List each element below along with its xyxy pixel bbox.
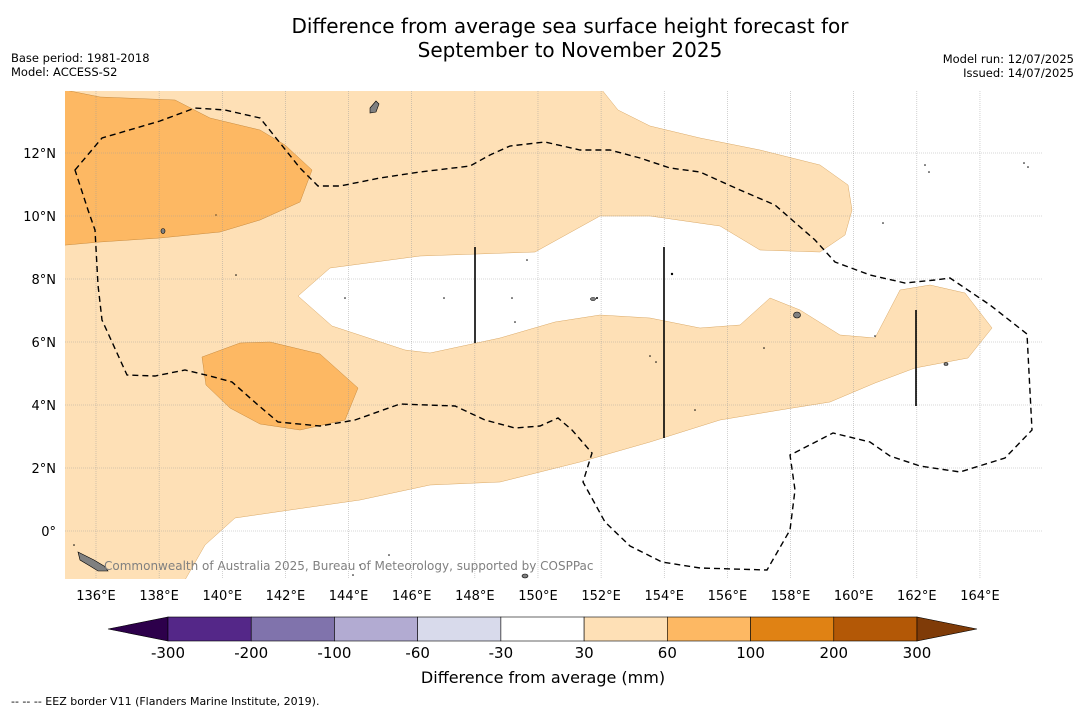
latitude-tick-label: 4°N — [32, 399, 57, 414]
longitude-tick-label: 144°E — [329, 589, 369, 604]
latitude-tick-label: 8°N — [32, 273, 57, 288]
map-title: Difference from average sea surface heig… — [220, 14, 920, 62]
colorbar-tick: -30 — [489, 644, 514, 662]
longitude-tick-label: 156°E — [708, 589, 748, 604]
contour-60-100mm-northwest — [65, 91, 313, 246]
island-guam — [369, 100, 380, 114]
issued-text: Issued: 14/07/2025 — [963, 66, 1074, 80]
contour-30-60mm — [65, 91, 993, 579]
colorbar-tick: 60 — [658, 644, 677, 662]
latitude-tick-label: 0° — [41, 525, 56, 540]
latitude-tick-label: 12°N — [23, 147, 56, 162]
longitude-tick-label: 142°E — [266, 589, 306, 604]
island-new-ireland — [521, 573, 529, 579]
longitude-tick-label: 136°E — [76, 589, 116, 604]
colorbar-segment — [750, 616, 835, 642]
colorbar-label: Difference from average (mm) — [420, 668, 666, 687]
longitude-tick-label: 164°E — [960, 589, 1000, 604]
longitude-tick-label: 152°E — [581, 589, 621, 604]
colorbar-tick: 30 — [575, 644, 594, 662]
colorbar-segment — [500, 616, 585, 642]
colorbar-tick: 300 — [903, 644, 932, 662]
contour-60-100mm-central — [201, 341, 359, 431]
colorbar-extend-high — [916, 616, 978, 642]
longitude-tick-label: 148°E — [455, 589, 495, 604]
colorbar-tick: -100 — [317, 644, 351, 662]
colorbar-segment — [583, 616, 668, 642]
longitude-labels: 136°E 138°E 140°E 142°E 144°E 146°E 148°E 150°E… — [76, 589, 999, 604]
title-line-2: September to November 2025 — [417, 38, 723, 62]
model-name-text: Model: ACCESS-S2 — [11, 65, 118, 79]
longitude-tick-label: 150°E — [518, 589, 558, 604]
colorbar-segment — [417, 616, 502, 642]
colorbar-segment — [667, 616, 751, 642]
atoll-dots — [73, 162, 1029, 576]
colorbar-tick: 100 — [736, 644, 765, 662]
latitude-labels: 12°N 10°N 8°N 6°N 4°N 2°N 0° — [23, 147, 56, 540]
longitude-tick-label: 146°E — [392, 589, 432, 604]
map-plot-area: Commonwealth of Australia 2025, Bureau o… — [65, 91, 1042, 579]
run-info: Model run: 12/07/2025 Issued: 14/07/2025 — [943, 52, 1074, 80]
latitude-tick-label: 2°N — [32, 462, 57, 477]
longitude-tick-label: 140°E — [203, 589, 243, 604]
island-kosrae — [943, 362, 949, 366]
islands — [77, 100, 949, 579]
longitude-tick-label: 138°E — [139, 589, 179, 604]
longitude-tick-label: 158°E — [771, 589, 811, 604]
eez-meridian-segments — [474, 247, 917, 438]
colorbar-extend-low — [107, 616, 169, 642]
longitude-tick-label: 162°E — [897, 589, 937, 604]
colorbar-segment — [250, 616, 335, 642]
longitude-tick-label: 160°E — [834, 589, 874, 604]
longitude-tick-label: 154°E — [644, 589, 684, 604]
eez-border — [74, 107, 1033, 571]
watermark-text: Commonwealth of Australia 2025, Bureau o… — [104, 559, 594, 573]
island-pohnpei — [793, 311, 801, 319]
model-run-text: Model run: 12/07/2025 — [942, 52, 1074, 66]
model-info: Base period: 1981-2018 Model: ACCESS-S2 — [11, 51, 150, 79]
colorbar-segment — [334, 616, 418, 642]
latitude-tick-label: 6°N — [32, 336, 57, 351]
colorbar — [107, 616, 978, 642]
latitude-tick-label: 10°N — [23, 210, 56, 225]
colorbar-tick: -60 — [405, 644, 430, 662]
gridlines — [65, 91, 1042, 579]
colorbar-tick-labels: -300 -200 -100 -60 -30 30 60 100 200 300 — [151, 644, 931, 662]
island-yap — [160, 228, 166, 234]
base-period-text: Base period: 1981-2018 — [11, 51, 150, 65]
island-new-guinea-coast — [77, 551, 109, 572]
colorbar-tick: -200 — [234, 644, 268, 662]
island-chuuk — [590, 297, 596, 301]
colorbar-segment — [833, 616, 918, 642]
title-line-1: Difference from average sea surface heig… — [291, 14, 849, 38]
eez-legend-note: -- -- -- EEZ border V11 (Flanders Marine… — [11, 695, 320, 708]
colorbar-tick: 200 — [819, 644, 848, 662]
colorbar-tick: -300 — [151, 644, 185, 662]
colorbar-segment — [167, 616, 252, 642]
